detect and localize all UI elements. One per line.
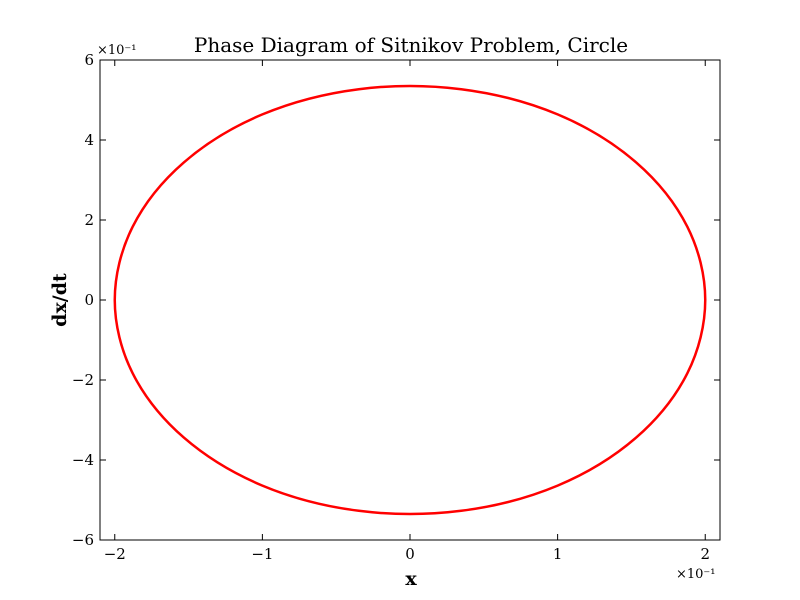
plot-area [113, 84, 707, 516]
axes-frame [99, 59, 721, 541]
y-tick-label: 0 [84, 291, 94, 309]
x-tick-label: 0 [405, 545, 415, 563]
x-tick-label: 1 [553, 545, 563, 563]
x-axis-offset-label: ×10⁻¹ [676, 567, 716, 582]
x-axis-ticks: −2 −1 0 1 2 [104, 60, 710, 563]
y-tick-label: 6 [84, 51, 94, 69]
y-axis-label: dx/dt [49, 273, 71, 327]
x-tick-label: 2 [700, 545, 710, 563]
x-axis-label: x [405, 568, 417, 590]
y-axis-ticks: −6 −4 −2 0 2 4 6 [72, 51, 720, 549]
x-tick-label: −2 [104, 545, 126, 563]
y-tick-label: 4 [84, 131, 94, 149]
x-tick-label: −1 [251, 545, 273, 563]
chart-title: Phase Diagram of Sitnikov Problem, Circl… [194, 33, 628, 57]
y-tick-label: −4 [72, 451, 94, 469]
y-axis-offset-label: ×10⁻¹ [97, 43, 137, 58]
y-tick-label: −6 [72, 531, 94, 549]
y-tick-label: 2 [84, 211, 94, 229]
y-tick-label: −2 [72, 371, 94, 389]
orbit-series-line [113, 84, 707, 516]
